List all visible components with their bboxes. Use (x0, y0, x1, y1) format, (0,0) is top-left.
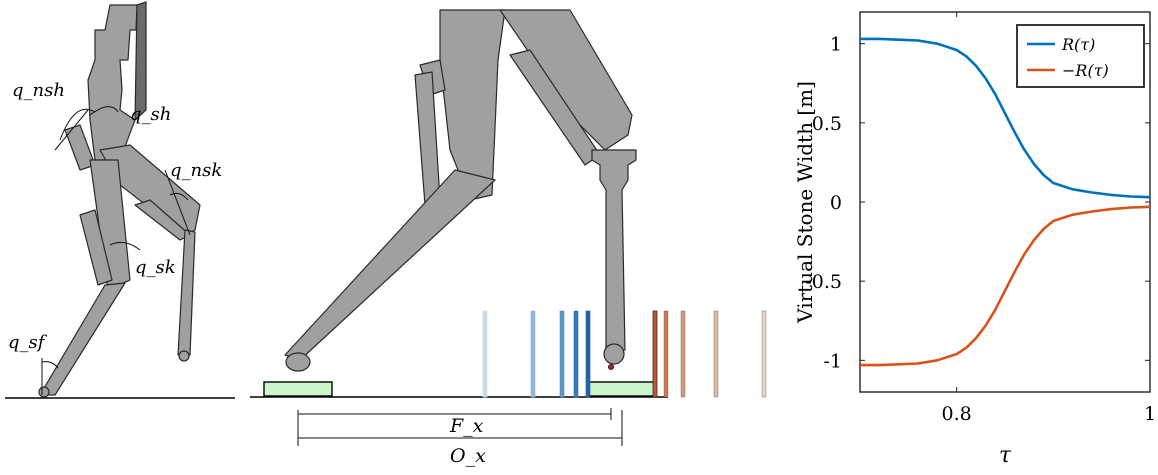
series-line-1 (860, 205, 1151, 367)
stance-foot (38, 386, 50, 398)
label-ox: O_x (450, 445, 486, 467)
footstep-marker-orange (761, 310, 767, 398)
footstep-marker-blue (573, 310, 579, 398)
rear-thigh (439, 9, 506, 201)
q-sk-arc (109, 241, 141, 251)
series-lines (860, 37, 1151, 367)
non-stance-foot (178, 350, 190, 362)
q-nsh-ref (54, 109, 89, 151)
legend-label-neg-r: −R(τ) (1062, 61, 1109, 80)
label-q-sk: q_sk (135, 257, 176, 278)
torso-side (134, 1, 147, 122)
series-line-0 (860, 37, 1151, 199)
q-nsk-ref (164, 169, 191, 236)
legend: R(τ) −R(τ) (1016, 24, 1145, 88)
footstep-marker-orange (652, 310, 658, 398)
label-q-sh: q_sh (130, 104, 171, 125)
front-foot (603, 343, 625, 365)
label-q-nsh: q_nsh (12, 80, 65, 101)
footstep-marker-blue (585, 310, 591, 398)
y-tick-label: 1 (830, 34, 842, 56)
torso (87, 4, 138, 161)
stepping-stone-current (263, 381, 333, 397)
legend-label-r: R(τ) (1061, 35, 1095, 54)
footstep-marker-blue (482, 310, 488, 398)
x-tick-label: 1 (1144, 403, 1156, 425)
chart-panel: 10.50-0.5-1 0.8 1 Virtual Stone Width [m]… (793, 11, 1156, 468)
front-shin (591, 149, 637, 351)
rear-foot (285, 352, 311, 372)
foot-contact-point (608, 364, 614, 370)
footstep-marker-blue (530, 310, 536, 398)
footstep-markers (482, 310, 767, 398)
footstep-marker-blue (559, 310, 565, 398)
stance-shin (39, 282, 126, 396)
legend-box (1016, 24, 1145, 88)
y-axis-label: Virtual Stone Width [m] (793, 81, 817, 324)
stance-thigh-rod (79, 209, 113, 286)
y-tick-label: -0.5 (805, 271, 842, 293)
y-ticks: 1 0.5 0 -0.5 -1 (805, 34, 1150, 372)
label-q-sf: q_sf (8, 332, 48, 353)
q-sh-arc (89, 106, 119, 116)
y-tick-label: 0.5 (812, 113, 842, 135)
y-tick-label: -1 (823, 350, 842, 372)
non-stance-shin (177, 229, 196, 356)
footstep-marker-orange (663, 310, 669, 398)
q-nsh-arc (59, 108, 96, 141)
y-tick-label: 0 (830, 192, 842, 214)
q-sf-arc (41, 361, 59, 369)
q-nsk-arc (169, 192, 189, 201)
middle-panel: F_x O_x (250, 9, 767, 467)
rear-shin (284, 169, 496, 361)
stepping-stone-next (587, 381, 655, 397)
x-ticks: 0.8 1 (942, 12, 1156, 425)
left-panel: q_nsh q_sh q_nsk q_sk q_sf (5, 1, 235, 399)
footstep-marker-orange (713, 310, 719, 398)
footstep-marker-orange (680, 310, 686, 398)
label-fx: F_x (449, 415, 484, 437)
label-q-nsk: q_nsk (170, 160, 222, 181)
x-tick-label: 0.8 (942, 403, 972, 425)
x-axis-label: τ (999, 443, 1012, 468)
